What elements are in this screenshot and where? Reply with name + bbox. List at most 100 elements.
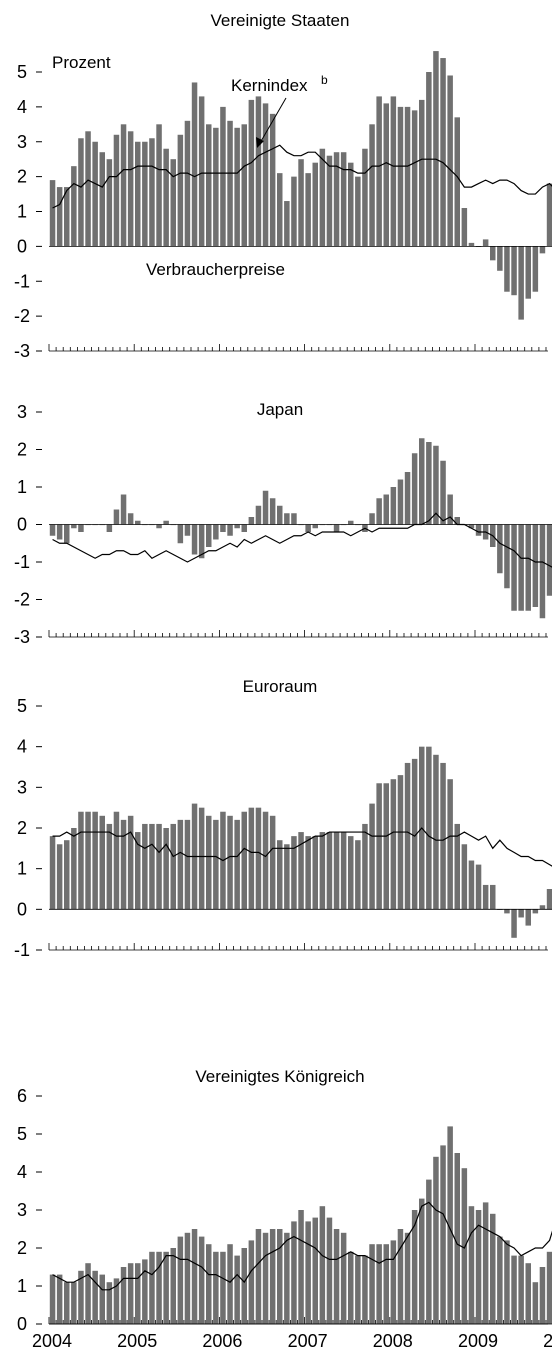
bar-verbraucherpreise bbox=[71, 828, 77, 910]
bar-verbraucherpreise bbox=[482, 1202, 489, 1324]
bar-verbraucherpreise bbox=[113, 134, 120, 247]
bar-verbraucherpreise bbox=[127, 1263, 134, 1324]
line-kernindex bbox=[52, 827, 552, 867]
panel-2: Japan 3 2 1 0 -1 -2 -3 bbox=[14, 400, 552, 647]
bar-verbraucherpreise bbox=[227, 120, 233, 247]
line-kernindex bbox=[52, 1201, 552, 1291]
bar-verbraucherpreise bbox=[49, 524, 56, 536]
bar-verbraucherpreise bbox=[177, 524, 184, 544]
bar-verbraucherpreise bbox=[92, 811, 98, 910]
bar-verbraucherpreise bbox=[518, 909, 524, 918]
bar-verbraucherpreise bbox=[518, 246, 524, 320]
bar-verbraucherpreise bbox=[383, 103, 389, 247]
bar-verbraucherpreise bbox=[546, 889, 552, 910]
y-tick-label: 3 bbox=[17, 1200, 27, 1220]
bar-verbraucherpreise bbox=[440, 58, 446, 247]
bar-verbraucherpreise bbox=[284, 844, 290, 910]
bar-verbraucherpreise bbox=[333, 524, 340, 532]
bar-verbraucherpreise bbox=[149, 138, 155, 247]
bar-verbraucherpreise bbox=[497, 1236, 503, 1324]
bar-verbraucherpreise bbox=[504, 1240, 510, 1324]
bar-verbraucherpreise bbox=[298, 1210, 304, 1324]
bar-verbraucherpreise bbox=[127, 815, 134, 910]
bar-verbraucherpreise bbox=[262, 103, 269, 247]
bar-verbraucherpreise bbox=[490, 884, 496, 910]
panel-1: Vereinigte Staaten 5 4 3 2 1 0 -1 -2 -3 Prozent Ker… bbox=[14, 11, 552, 361]
bar-verbraucherpreise bbox=[234, 524, 240, 529]
bar-verbraucherpreise bbox=[184, 819, 191, 910]
y-tick-label: 5 bbox=[17, 62, 27, 82]
bar-verbraucherpreise bbox=[419, 99, 425, 247]
bar-verbraucherpreise bbox=[376, 1244, 382, 1324]
bar-verbraucherpreise bbox=[390, 779, 397, 910]
bar-verbraucherpreise bbox=[390, 1240, 397, 1324]
bar-verbraucherpreise bbox=[525, 524, 531, 611]
bar-verbraucherpreise bbox=[433, 754, 439, 910]
line-kernindex bbox=[52, 144, 552, 209]
y-tick-label: -1 bbox=[14, 552, 30, 572]
y-tick-label: 0 bbox=[17, 515, 27, 535]
bar-verbraucherpreise bbox=[369, 513, 375, 525]
bar-verbraucherpreise bbox=[404, 106, 411, 247]
bar-verbraucherpreise bbox=[319, 832, 326, 910]
annotation-verbraucherpreise: Verbraucherpreise bbox=[146, 260, 285, 279]
bar-verbraucherpreise bbox=[383, 494, 389, 525]
bar-verbraucherpreise bbox=[234, 819, 240, 910]
bar-verbraucherpreise bbox=[78, 138, 84, 247]
bar-verbraucherpreise bbox=[326, 1217, 333, 1324]
bar-verbraucherpreise bbox=[397, 775, 404, 910]
bar-verbraucherpreise bbox=[269, 815, 276, 910]
bar-verbraucherpreise bbox=[397, 106, 404, 247]
annotation-arrow-head bbox=[256, 137, 264, 148]
bar-verbraucherpreise bbox=[348, 162, 354, 247]
bar-verbraucherpreise bbox=[511, 1255, 517, 1324]
bar-verbraucherpreise bbox=[404, 472, 411, 525]
bar-verbraucherpreise bbox=[312, 1217, 318, 1324]
bar-verbraucherpreise bbox=[78, 524, 84, 532]
bar-verbraucherpreise bbox=[269, 1229, 276, 1324]
bar-verbraucherpreise bbox=[539, 1267, 546, 1324]
annotation-kernindex: Kernindex bbox=[231, 76, 308, 95]
bar-verbraucherpreise bbox=[213, 127, 219, 247]
bar-verbraucherpreise bbox=[220, 106, 226, 247]
bar-verbraucherpreise bbox=[184, 1232, 191, 1324]
bar-verbraucherpreise bbox=[298, 159, 304, 247]
y-tick-label: -1 bbox=[14, 271, 30, 291]
bar-verbraucherpreise bbox=[177, 1236, 184, 1324]
bar-verbraucherpreise bbox=[447, 75, 453, 247]
bar-verbraucherpreise bbox=[376, 96, 382, 247]
bar-verbraucherpreise bbox=[284, 513, 290, 525]
y-tick-label: 5 bbox=[17, 1124, 27, 1144]
bar-verbraucherpreise bbox=[99, 1274, 105, 1324]
y-tick-label: 2 bbox=[17, 440, 27, 460]
bar-verbraucherpreise bbox=[156, 823, 162, 910]
panel-title: Vereinigte Staaten bbox=[211, 11, 350, 30]
bar-verbraucherpreise bbox=[241, 811, 247, 910]
bar-verbraucherpreise bbox=[220, 1251, 226, 1324]
x-tick-label: 2009 bbox=[458, 1331, 498, 1351]
line-kernindex bbox=[52, 512, 552, 568]
bar-verbraucherpreise bbox=[411, 1210, 418, 1324]
bar-verbraucherpreise bbox=[156, 524, 162, 529]
bar-verbraucherpreise bbox=[262, 1232, 269, 1324]
bar-verbraucherpreise bbox=[447, 779, 453, 910]
bar-verbraucherpreise bbox=[312, 524, 318, 529]
bar-verbraucherpreise bbox=[56, 844, 63, 910]
x-tick-label: 2005 bbox=[117, 1331, 157, 1351]
bar-verbraucherpreise bbox=[277, 1229, 283, 1324]
bar-verbraucherpreise bbox=[525, 1263, 531, 1324]
bar-verbraucherpreise bbox=[284, 1232, 290, 1324]
bar-verbraucherpreise bbox=[397, 1229, 404, 1324]
bar-verbraucherpreise bbox=[433, 51, 439, 247]
y-tick-label: 4 bbox=[17, 97, 27, 117]
panel-3: Euroraum 5 4 3 2 1 0 -1 bbox=[14, 677, 552, 960]
bar-verbraucherpreise bbox=[440, 460, 446, 525]
bar-verbraucherpreise bbox=[348, 520, 354, 525]
bar-verbraucherpreise bbox=[135, 520, 141, 525]
bar-verbraucherpreise bbox=[149, 823, 155, 910]
bar-verbraucherpreise bbox=[461, 844, 468, 910]
bar-verbraucherpreise bbox=[78, 811, 84, 910]
bar-verbraucherpreise bbox=[369, 803, 375, 910]
y-tick-label: -3 bbox=[14, 341, 30, 361]
y-tick-label: 2 bbox=[17, 167, 27, 187]
